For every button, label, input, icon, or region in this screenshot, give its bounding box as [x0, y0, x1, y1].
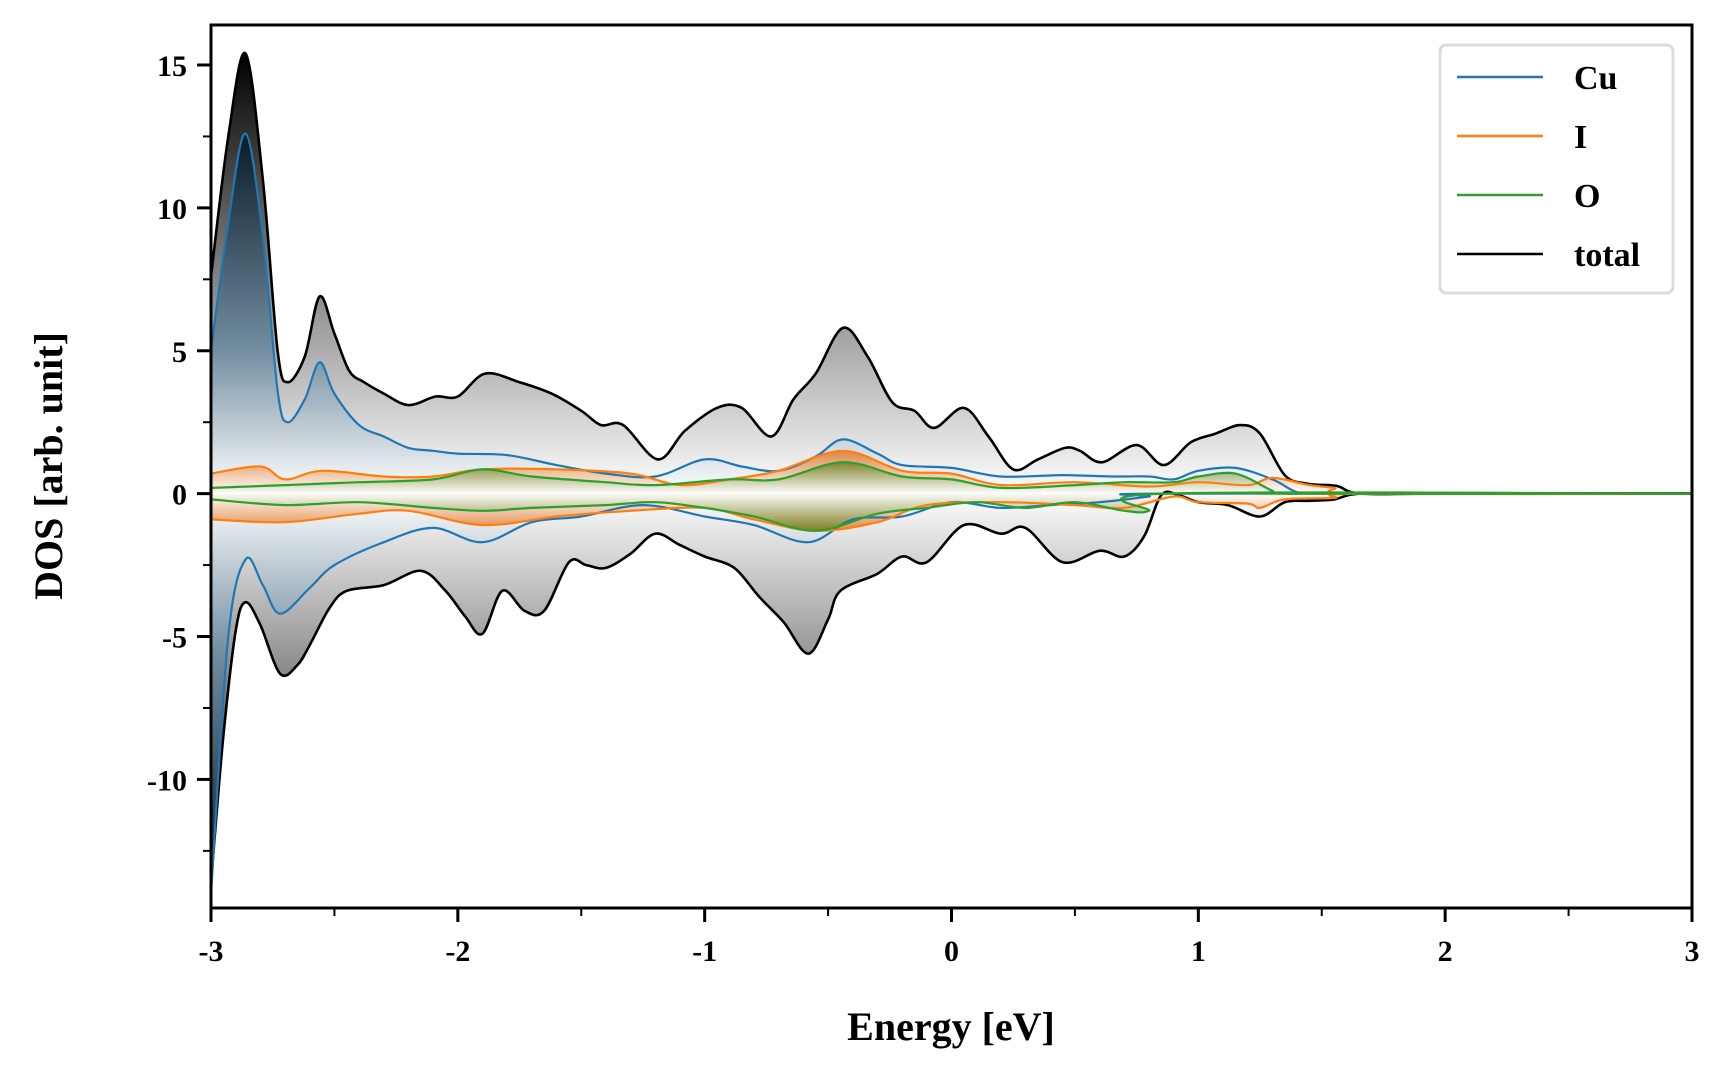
legend-label: Cu	[1574, 60, 1617, 97]
x-tick-label: -2	[445, 935, 470, 968]
y-tick-label: -5	[162, 622, 187, 655]
legend-frame	[1438, 43, 1675, 295]
plot-area	[211, 51, 1692, 894]
line-o-spin-up	[211, 461, 1692, 495]
x-tick-label: 2	[1438, 935, 1453, 968]
area-total-spin-down	[211, 491, 1692, 883]
y-tick-label: -10	[147, 764, 187, 797]
y-tick-label: 15	[157, 50, 187, 83]
x-tick-label: -3	[199, 935, 224, 968]
area-o-spin-down	[211, 492, 1692, 531]
x-axis-title: Energy [eV]	[847, 1004, 1055, 1049]
legend-item-cu: Cu	[1457, 60, 1617, 97]
legend-label: O	[1574, 178, 1600, 215]
area-o-spin-up	[211, 462, 1692, 494]
x-tick-label: 1	[1191, 935, 1206, 968]
x-tick-label: -1	[692, 935, 717, 968]
y-tick-label: 0	[172, 479, 187, 512]
line-i-spin-up	[211, 449, 1692, 496]
legend-label: I	[1574, 119, 1587, 156]
x-tick-label: 3	[1685, 935, 1700, 968]
y-tick-label: 5	[172, 336, 187, 369]
area-cu-spin-down	[211, 493, 1692, 894]
x-tick-label: 0	[944, 935, 959, 968]
x-axis: -3 -2 -1 0 1 2 3	[199, 908, 1700, 968]
y-axis-title: DOS [arb. unit]	[26, 332, 71, 600]
y-axis: 15 10 5 0 -5 -10	[147, 50, 211, 852]
legend-item-total: total	[1457, 237, 1640, 274]
line-cu-spin-up	[211, 132, 1692, 495]
line-total-spin-up	[211, 51, 1692, 496]
area-cu-spin-up	[211, 133, 1692, 494]
y-tick-label: 10	[157, 193, 187, 226]
line-cu-spin-down	[211, 492, 1692, 894]
line-o-spin-down	[211, 491, 1692, 532]
legend-item-i: I	[1457, 119, 1587, 156]
legend-label: total	[1574, 237, 1640, 274]
legend-item-o: O	[1457, 178, 1600, 215]
